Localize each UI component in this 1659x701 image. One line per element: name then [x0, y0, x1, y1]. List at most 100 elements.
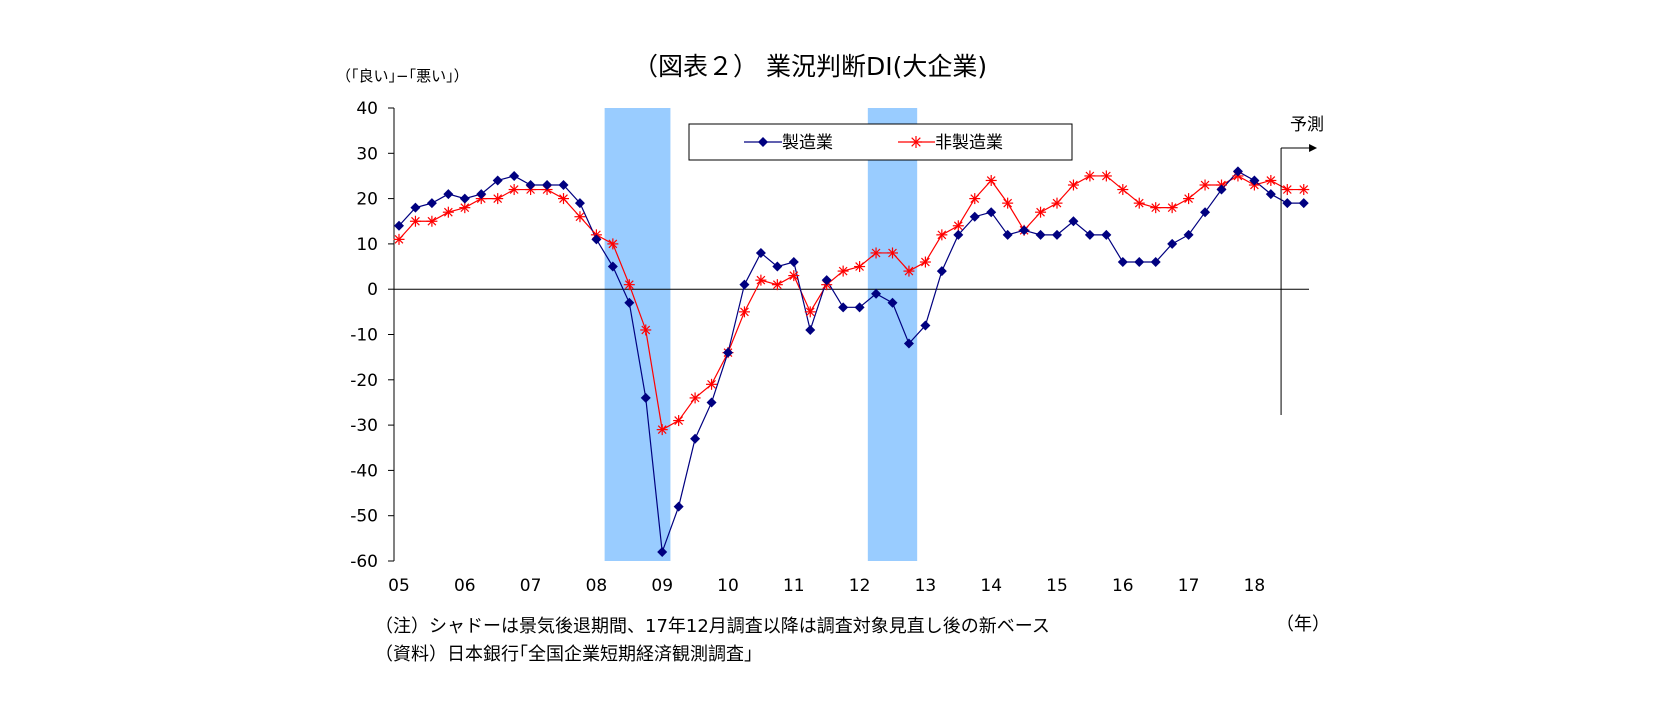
- data-point-manufacturing: [887, 297, 898, 308]
- data-point-manufacturing: [410, 202, 421, 213]
- data-point-nonmanufacturing: [1166, 202, 1178, 214]
- data-point-manufacturing: [640, 392, 651, 403]
- data-point-manufacturing: [953, 229, 964, 240]
- data-point-nonmanufacturing: [558, 193, 569, 205]
- data-point-manufacturing: [542, 180, 553, 191]
- data-point-nonmanufacturing: [459, 202, 471, 214]
- data-point-nonmanufacturing: [936, 229, 948, 241]
- data-point-manufacturing: [1052, 229, 1062, 240]
- x-tick-label: 18: [1244, 576, 1266, 596]
- data-point-manufacturing: [657, 546, 668, 557]
- x-tick-label: 16: [1112, 576, 1134, 596]
- data-point-manufacturing: [788, 257, 799, 268]
- data-point-nonmanufacturing: [673, 415, 685, 427]
- data-point-manufacturing: [607, 261, 618, 272]
- y-tick-label: -40: [350, 461, 378, 481]
- data-point-manufacturing: [690, 433, 701, 444]
- data-point-nonmanufacturing: [689, 392, 701, 404]
- series-line-0: [398, 170, 1304, 553]
- data-point-manufacturing: [1002, 229, 1013, 240]
- forecast-label: 予測: [1290, 115, 1324, 135]
- x-tick-label: 09: [651, 576, 673, 596]
- chart-title: （図表２） 業況判断DI(大企業): [633, 52, 987, 81]
- data-point-nonmanufacturing: [903, 265, 915, 277]
- data-point-nonmanufacturing: [1150, 202, 1162, 214]
- data-point-manufacturing: [1134, 257, 1145, 268]
- series-line-1: [398, 175, 1304, 431]
- data-point-manufacturing: [476, 189, 487, 200]
- data-point-nonmanufacturing: [771, 279, 783, 291]
- recession-shade-0: [604, 108, 671, 561]
- data-point-nonmanufacturing: [656, 424, 668, 436]
- data-point-nonmanufacturing: [1035, 206, 1047, 218]
- legend-marker-nonmanufacturing: [910, 136, 922, 148]
- data-point-manufacturing: [1265, 189, 1276, 200]
- axes: [388, 107, 1309, 562]
- y-tick-label: -10: [350, 326, 378, 346]
- data-point-manufacturing: [459, 193, 470, 204]
- data-point-nonmanufacturing: [1265, 174, 1277, 186]
- data-point-nonmanufacturing: [393, 233, 405, 245]
- data-point-manufacturing: [854, 302, 865, 313]
- data-point-manufacturing: [525, 180, 536, 191]
- data-point-manufacturing: [821, 275, 832, 286]
- y-tick-label: 20: [356, 190, 378, 210]
- data-point-manufacturing: [1298, 198, 1309, 209]
- x-tick-label: 06: [454, 576, 476, 596]
- data-point-nonmanufacturing: [426, 215, 438, 227]
- note-source: （資料）日本銀行｢全国企業短期経済観測調査｣: [375, 644, 753, 665]
- data-point-manufacturing: [1183, 229, 1194, 240]
- x-tick-label: 15: [1046, 576, 1068, 596]
- year-unit-label: （年）: [1276, 614, 1330, 635]
- data-point-manufacturing: [755, 247, 766, 258]
- legend-label-nonmanufacturing: 非製造業: [935, 133, 1003, 153]
- data-point-nonmanufacturing: [1084, 170, 1096, 182]
- legend-marker-manufacturing: [758, 137, 768, 147]
- y-tick-label: -30: [350, 416, 378, 436]
- legend-star-glyph: [910, 136, 922, 148]
- data-point-manufacturing: [509, 170, 520, 181]
- data-point-nonmanufacturing: [1002, 197, 1014, 209]
- data-point-manufacturing: [558, 180, 569, 191]
- data-point-manufacturing: [591, 234, 602, 245]
- data-point-nonmanufacturing: [804, 306, 816, 318]
- data-point-manufacturing: [1232, 166, 1243, 177]
- data-point-nonmanufacturing: [640, 324, 652, 336]
- note-shading: （注）シャドーは景気後退期間、17年12月調査以降は調査対象見直し後の新ベース: [375, 616, 1050, 637]
- data-point-nonmanufacturing: [1100, 170, 1112, 182]
- data-point-manufacturing: [903, 338, 914, 349]
- legend-label-manufacturing: 製造業: [782, 133, 833, 153]
- data-point-manufacturing: [723, 347, 733, 358]
- data-point-manufacturing: [443, 189, 454, 200]
- y-tick-label: -20: [350, 371, 378, 391]
- data-point-manufacturing: [920, 320, 931, 331]
- y-tick-label: 40: [356, 99, 378, 119]
- series-markers: [393, 166, 1310, 557]
- y-tick-labels: 40 30 20 10 0 -10 -20 -30 -40 -50 -60: [350, 99, 378, 572]
- data-point-manufacturing: [986, 207, 997, 218]
- x-tick-label: 10: [717, 576, 739, 596]
- data-point-manufacturing: [492, 175, 503, 186]
- data-point-nonmanufacturing: [755, 274, 767, 286]
- x-tick-label: 14: [980, 576, 1002, 596]
- data-point-nonmanufacturing: [508, 184, 520, 196]
- data-point-manufacturing: [838, 302, 849, 313]
- y-tick-label: 30: [356, 144, 378, 164]
- data-point-nonmanufacturing: [623, 279, 635, 291]
- data-point-manufacturing: [1084, 229, 1095, 240]
- series-lines: [398, 170, 1304, 553]
- data-point-manufacturing: [1216, 184, 1227, 195]
- data-point-manufacturing: [624, 297, 635, 308]
- data-point-manufacturing: [871, 288, 882, 299]
- data-point-manufacturing: [1068, 216, 1079, 227]
- data-point-manufacturing: [805, 324, 816, 335]
- x-tick-labels: 05 06 07 08 09 10 11 12 13 14 15 16 17 18: [388, 576, 1265, 596]
- data-point-nonmanufacturing: [706, 378, 718, 390]
- data-point-nonmanufacturing: [607, 238, 619, 250]
- data-point-manufacturing: [706, 397, 717, 408]
- data-point-nonmanufacturing: [854, 261, 866, 273]
- forecast-marker: 予測: [1280, 115, 1324, 415]
- recession-shade-1: [867, 108, 918, 561]
- data-point-nonmanufacturing: [788, 270, 800, 282]
